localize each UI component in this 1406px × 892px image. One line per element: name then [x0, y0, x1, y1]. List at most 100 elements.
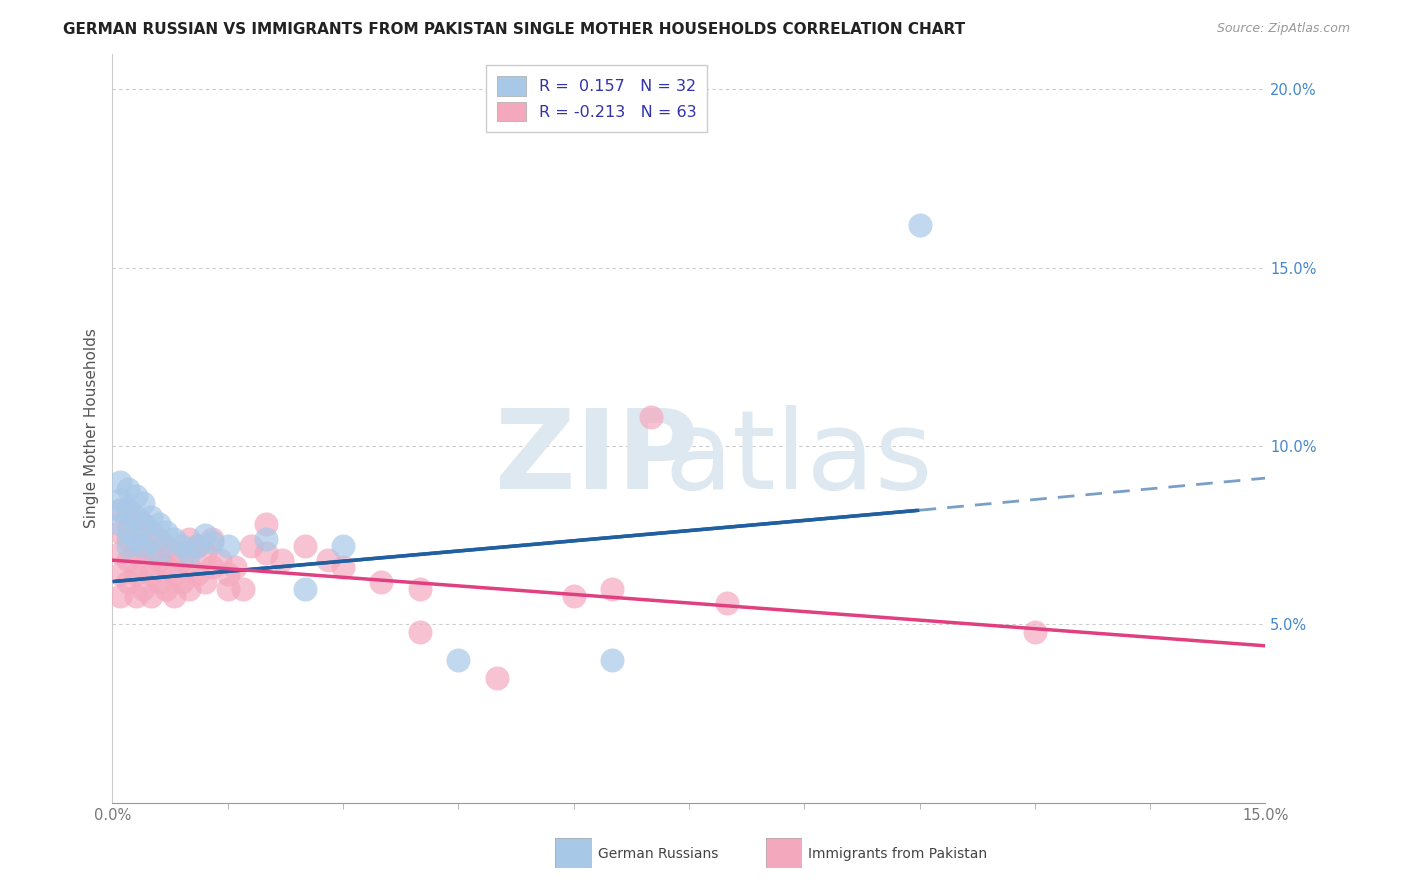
Point [108, 503, 131, 517]
Text: Source: ZipAtlas.com: Source: ZipAtlas.com [1216, 22, 1350, 36]
Point [117, 503, 139, 517]
Point [186, 539, 208, 553]
Point [332, 560, 354, 574]
Point [232, 582, 254, 596]
Point [124, 524, 146, 539]
Point [117, 482, 139, 496]
Point [124, 589, 146, 603]
Point [217, 567, 239, 582]
Point [562, 589, 585, 603]
Point [201, 560, 224, 574]
Point [179, 546, 201, 560]
Point [124, 567, 146, 582]
Point [155, 539, 177, 553]
Point [108, 589, 131, 603]
Point [170, 539, 193, 553]
Point [294, 582, 316, 596]
Point [117, 510, 139, 524]
Point [170, 553, 193, 567]
Point [217, 582, 239, 596]
Point [409, 624, 432, 639]
Point [447, 653, 470, 667]
Point [117, 539, 139, 553]
Point [132, 517, 155, 532]
Point [600, 653, 623, 667]
Text: ZIP: ZIP [495, 405, 699, 512]
Point [179, 560, 201, 574]
Point [139, 546, 162, 560]
Point [254, 546, 277, 560]
Point [239, 539, 262, 553]
Point [332, 539, 354, 553]
Point [108, 524, 131, 539]
Point [132, 539, 155, 553]
Text: Immigrants from Pakistan: Immigrants from Pakistan [808, 847, 987, 861]
Point [117, 532, 139, 546]
Point [194, 546, 217, 560]
Point [316, 553, 339, 567]
Point [132, 517, 155, 532]
Point [194, 574, 217, 589]
Point [124, 532, 146, 546]
Point [170, 574, 193, 589]
Text: German Russians: German Russians [598, 847, 718, 861]
Point [108, 492, 131, 507]
Point [117, 553, 139, 567]
Point [117, 574, 139, 589]
Point [124, 546, 146, 560]
Point [155, 524, 177, 539]
Point [139, 510, 162, 524]
Point [179, 532, 201, 546]
Point [186, 539, 208, 553]
Point [179, 582, 201, 596]
Point [139, 524, 162, 539]
Point [124, 489, 146, 503]
Point [186, 567, 208, 582]
Point [294, 539, 316, 553]
Legend: R =  0.157   N = 32, R = -0.213   N = 63: R = 0.157 N = 32, R = -0.213 N = 63 [486, 65, 707, 132]
Point [163, 567, 186, 582]
Point [254, 517, 277, 532]
Point [139, 532, 162, 546]
Point [194, 528, 217, 542]
Point [600, 582, 623, 596]
Point [132, 582, 155, 596]
Point [409, 582, 432, 596]
Point [640, 410, 662, 425]
Point [163, 532, 186, 546]
Point [148, 532, 170, 546]
Y-axis label: Single Mother Households: Single Mother Households [83, 328, 98, 528]
Point [148, 546, 170, 560]
Point [1024, 624, 1046, 639]
Point [217, 539, 239, 553]
Point [370, 574, 392, 589]
Point [201, 532, 224, 546]
Point [108, 503, 131, 517]
Point [485, 671, 508, 685]
Point [108, 517, 131, 532]
Point [163, 589, 186, 603]
Point [254, 532, 277, 546]
Point [132, 560, 155, 574]
Point [139, 567, 162, 582]
Point [201, 535, 224, 549]
Point [139, 589, 162, 603]
Point [270, 553, 292, 567]
Point [155, 582, 177, 596]
Point [108, 475, 131, 489]
Point [148, 517, 170, 532]
Point [163, 546, 186, 560]
Text: GERMAN RUSSIAN VS IMMIGRANTS FROM PAKISTAN SINGLE MOTHER HOUSEHOLDS CORRELATION : GERMAN RUSSIAN VS IMMIGRANTS FROM PAKIST… [63, 22, 966, 37]
Point [148, 553, 170, 567]
Point [108, 546, 131, 560]
Point [132, 496, 155, 510]
Point [224, 560, 246, 574]
Point [108, 567, 131, 582]
Point [132, 539, 155, 553]
Point [117, 524, 139, 539]
Point [148, 574, 170, 589]
Point [155, 560, 177, 574]
Point [716, 596, 738, 610]
Point [908, 218, 931, 232]
Point [209, 553, 232, 567]
